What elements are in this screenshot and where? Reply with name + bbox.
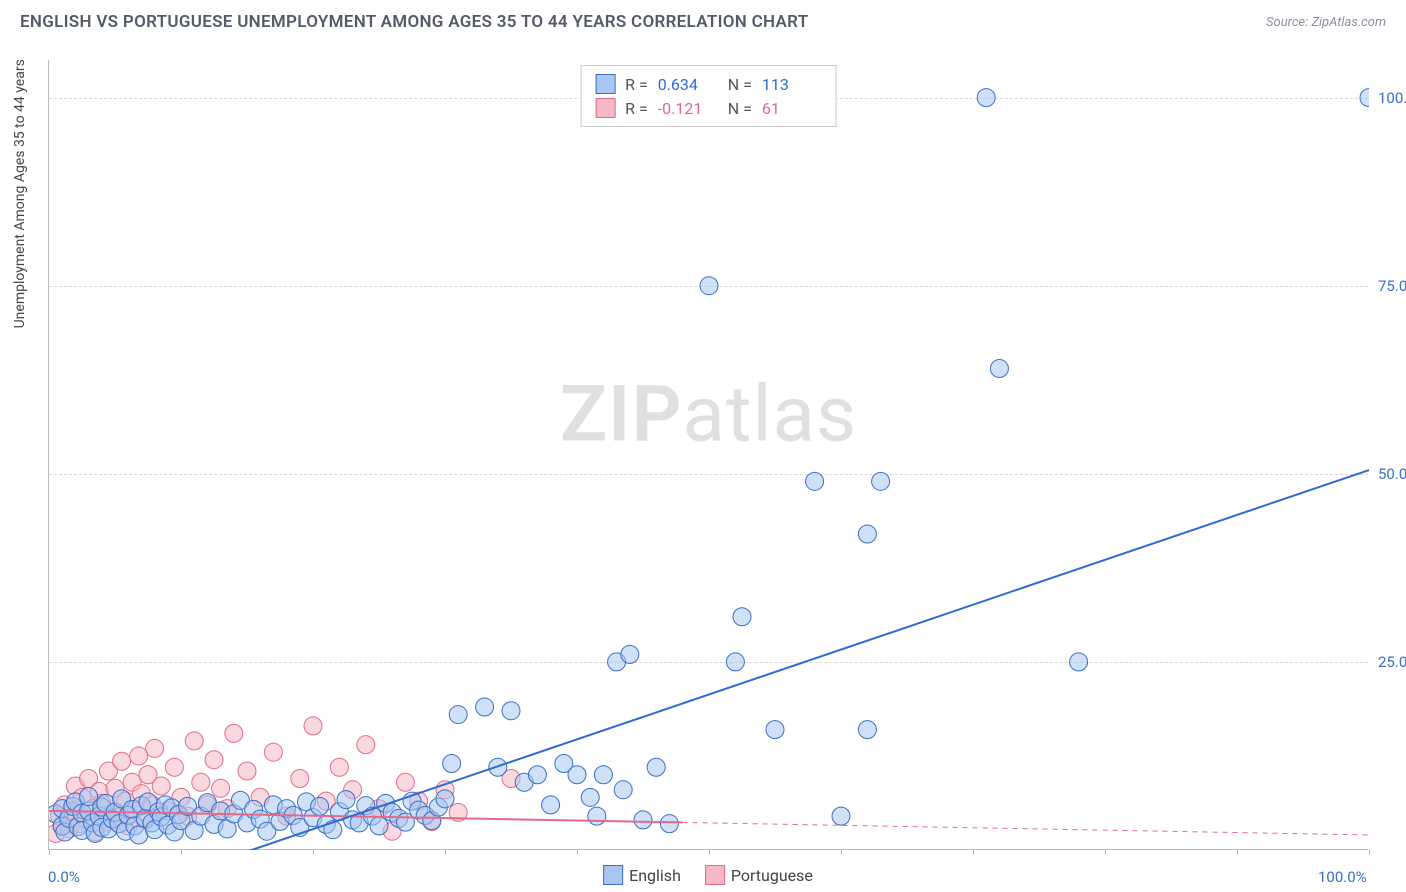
data-point bbox=[726, 653, 744, 671]
data-point bbox=[621, 645, 639, 663]
y-tick-label: 50.0% bbox=[1378, 465, 1406, 483]
source-prefix: Source: bbox=[1266, 15, 1311, 30]
legend-item-english: English bbox=[603, 865, 681, 885]
data-point bbox=[225, 724, 243, 742]
legend: English Portuguese bbox=[603, 865, 813, 885]
x-tick-label-min: 0.0% bbox=[48, 868, 80, 886]
data-point bbox=[872, 472, 890, 490]
trend-line-dashed bbox=[683, 822, 1369, 835]
y-tick-label: 25.0% bbox=[1378, 653, 1406, 671]
data-point bbox=[733, 608, 751, 626]
data-point bbox=[311, 797, 329, 815]
y-tick-label: 75.0% bbox=[1378, 277, 1406, 295]
data-point bbox=[152, 777, 170, 795]
legend-swatch-portuguese bbox=[705, 865, 725, 885]
data-point bbox=[357, 736, 375, 754]
legend-swatch-english bbox=[603, 865, 623, 885]
stats-r-label-en: R = bbox=[625, 75, 648, 94]
data-point bbox=[568, 766, 586, 784]
data-point bbox=[660, 815, 678, 833]
data-point bbox=[146, 739, 164, 757]
stats-n-label-pt: N = bbox=[728, 99, 752, 118]
data-point bbox=[130, 747, 148, 765]
data-point bbox=[581, 788, 599, 806]
stats-swatch-portuguese bbox=[595, 98, 615, 118]
data-point bbox=[443, 754, 461, 772]
data-point bbox=[1070, 653, 1088, 671]
data-point bbox=[330, 758, 348, 776]
data-point bbox=[502, 702, 520, 720]
data-point bbox=[185, 732, 203, 750]
source-name: ZipAtlas.com bbox=[1311, 15, 1386, 30]
data-point bbox=[113, 752, 131, 770]
data-point bbox=[832, 807, 850, 825]
data-point bbox=[238, 762, 256, 780]
data-point bbox=[858, 721, 876, 739]
y-axis-label: Unemployment Among Ages 35 to 44 years bbox=[12, 59, 28, 328]
chart-title: ENGLISH VS PORTUGUESE UNEMPLOYMENT AMONG… bbox=[20, 12, 809, 32]
data-point bbox=[766, 721, 784, 739]
stats-n-value-portuguese: 61 bbox=[762, 99, 822, 118]
data-point bbox=[165, 758, 183, 776]
data-point bbox=[594, 766, 612, 784]
chart-header: ENGLISH VS PORTUGUESE UNEMPLOYMENT AMONG… bbox=[0, 0, 1406, 40]
y-tick-label: 100.0% bbox=[1378, 89, 1406, 107]
stats-row-english: R = 0.634 N = 113 bbox=[595, 72, 822, 96]
data-point bbox=[192, 773, 210, 791]
data-point bbox=[588, 807, 606, 825]
legend-item-portuguese: Portuguese bbox=[705, 865, 813, 885]
chart-container: Unemployment Among Ages 35 to 44 years Z… bbox=[48, 60, 1368, 850]
data-point bbox=[205, 751, 223, 769]
data-point bbox=[977, 89, 995, 107]
data-point bbox=[291, 770, 309, 788]
stats-r-value-english: 0.634 bbox=[658, 75, 718, 94]
stats-box: R = 0.634 N = 113 R = -0.121 N = 61 bbox=[580, 65, 837, 127]
data-point bbox=[990, 359, 1008, 377]
x-tick-label-max: 100.0% bbox=[1318, 868, 1367, 886]
data-point bbox=[614, 781, 632, 799]
data-point bbox=[212, 779, 230, 797]
data-point bbox=[436, 790, 454, 808]
data-point bbox=[476, 698, 494, 716]
stats-n-value-english: 113 bbox=[762, 75, 822, 94]
stats-swatch-english bbox=[595, 74, 615, 94]
x-tick bbox=[1369, 849, 1370, 855]
data-point bbox=[542, 796, 560, 814]
scatter-plot-svg bbox=[49, 60, 1369, 850]
stats-row-portuguese: R = -0.121 N = 61 bbox=[595, 96, 822, 120]
data-point bbox=[449, 706, 467, 724]
data-point bbox=[1360, 89, 1369, 107]
data-point bbox=[806, 472, 824, 490]
data-point bbox=[634, 811, 652, 829]
data-point bbox=[396, 773, 414, 791]
stats-n-label-en: N = bbox=[728, 75, 752, 94]
stats-r-label-pt: R = bbox=[625, 99, 648, 118]
data-point bbox=[647, 758, 665, 776]
trend-line bbox=[207, 470, 1369, 850]
stats-r-value-portuguese: -0.121 bbox=[658, 99, 718, 118]
data-point bbox=[337, 791, 355, 809]
source-attribution: Source: ZipAtlas.com bbox=[1266, 15, 1386, 30]
data-point bbox=[528, 766, 546, 784]
legend-label-portuguese: Portuguese bbox=[731, 866, 813, 885]
legend-label-english: English bbox=[629, 866, 681, 885]
data-point bbox=[700, 277, 718, 295]
data-point bbox=[304, 717, 322, 735]
data-point bbox=[370, 817, 388, 835]
plot-area: ZIPatlas 25.0%50.0%75.0%100.0% R = 0.634… bbox=[48, 60, 1368, 850]
data-point bbox=[858, 525, 876, 543]
data-point bbox=[264, 743, 282, 761]
